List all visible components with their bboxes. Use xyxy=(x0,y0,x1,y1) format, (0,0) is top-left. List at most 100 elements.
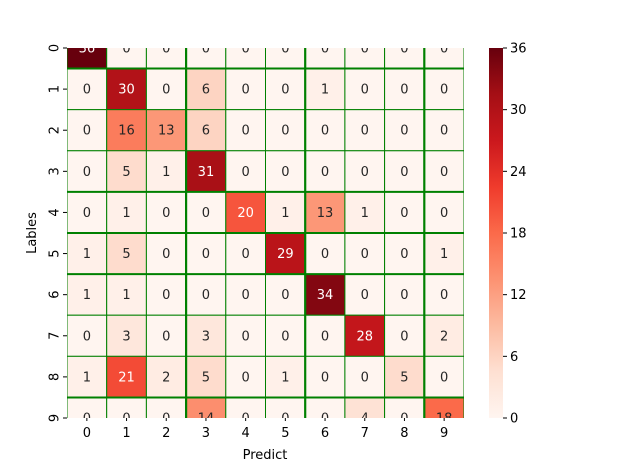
cell-value-label: 0 xyxy=(281,288,289,303)
cell-value-label: 0 xyxy=(321,247,329,262)
cell-value-label: 5 xyxy=(400,370,408,385)
heatmap-cell xyxy=(67,150,108,193)
heatmap-cell xyxy=(423,232,464,275)
cell-value-label: 1 xyxy=(83,247,91,262)
heatmap-cell xyxy=(225,191,267,234)
x-tick-label: 5 xyxy=(281,426,289,441)
cell-value-label: 21 xyxy=(118,370,135,385)
cell-value-label: 0 xyxy=(321,412,329,427)
cell-value-label: 0 xyxy=(440,206,448,221)
heatmap-cell xyxy=(344,191,386,234)
cell-value-label: 31 xyxy=(198,165,215,180)
cell-value-label: 4 xyxy=(361,412,369,427)
cell-value-label: 0 xyxy=(361,124,369,139)
heatmap-cell xyxy=(423,355,464,398)
heatmap-cell xyxy=(225,314,267,357)
cell-value-label: 0 xyxy=(242,370,250,385)
cell-value-label: 2 xyxy=(440,329,448,344)
cell-value-label: 36 xyxy=(79,42,96,57)
cell-value-label: 0 xyxy=(83,165,91,180)
cell-value-label: 0 xyxy=(361,42,369,57)
heatmap-cell xyxy=(225,150,267,193)
colorbar-tick-label: 6 xyxy=(510,350,518,365)
cell-value-label: 0 xyxy=(202,288,210,303)
cell-value-label: 0 xyxy=(83,124,91,139)
x-axis-label: Predict xyxy=(243,448,288,463)
heatmap-cell xyxy=(106,273,147,316)
y-tick-label: 7 xyxy=(48,332,63,340)
colorbar-tick-label: 12 xyxy=(510,288,527,303)
heatmap-cell xyxy=(145,109,187,152)
cell-value-label: 34 xyxy=(317,288,334,303)
cell-value-label: 0 xyxy=(440,370,448,385)
colorbar xyxy=(489,48,503,418)
cell-value-label: 0 xyxy=(242,124,250,139)
cell-value-label: 0 xyxy=(281,329,289,344)
y-tick-label: 1 xyxy=(48,85,63,93)
y-tick-label: 6 xyxy=(48,291,63,299)
heatmap-cell xyxy=(67,109,108,152)
heatmap-cell xyxy=(384,109,425,152)
cell-value-label: 0 xyxy=(122,412,130,427)
heatmap-cell xyxy=(304,150,346,193)
cell-value-label: 0 xyxy=(361,247,369,262)
y-axis-label: Lables xyxy=(25,212,40,254)
heatmap-cell xyxy=(185,355,227,398)
cell-value-label: 3 xyxy=(122,329,130,344)
x-tick-label: 6 xyxy=(321,426,329,441)
cell-value-label: 0 xyxy=(122,42,130,57)
y-axis-ticks: 0 1 2 3 4 5 6 7 8 9 xyxy=(48,44,67,422)
cell-value-label: 16 xyxy=(118,124,135,139)
heatmap-cell xyxy=(384,355,425,398)
x-axis-ticks: 0 1 2 3 4 5 6 7 8 9 xyxy=(83,418,448,441)
cell-value-label: 0 xyxy=(242,247,250,262)
cell-value-label: 13 xyxy=(158,124,175,139)
cell-value-label: 0 xyxy=(162,83,170,98)
colorbar-tick-label: 30 xyxy=(510,103,527,118)
cell-value-label: 2 xyxy=(162,370,170,385)
colorbar-tick-label: 0 xyxy=(510,412,518,427)
cell-value-label: 0 xyxy=(83,412,91,427)
cell-value-label: 0 xyxy=(361,83,369,98)
cell-value-label: 3 xyxy=(202,329,210,344)
cell-value-label: 1 xyxy=(83,288,91,303)
cell-value-label: 0 xyxy=(242,288,250,303)
cell-value-label: 0 xyxy=(281,412,289,427)
colorbar-tick-label: 24 xyxy=(510,165,527,180)
x-tick-label: 9 xyxy=(440,426,448,441)
heatmap-cell xyxy=(106,68,147,111)
cell-value-label: 0 xyxy=(83,206,91,221)
heatmap-cell xyxy=(67,273,108,316)
cell-value-label: 0 xyxy=(321,165,329,180)
cell-value-label: 0 xyxy=(242,412,250,427)
heatmap-cell xyxy=(67,355,108,398)
heatmap-cell xyxy=(185,314,227,357)
heatmap-cell xyxy=(145,355,187,398)
heatmap-cell xyxy=(384,314,425,357)
heatmap-cell xyxy=(423,68,464,111)
cell-value-label: 0 xyxy=(162,412,170,427)
cell-value-label: 0 xyxy=(162,329,170,344)
heatmap-cell xyxy=(106,314,147,357)
x-tick-label: 2 xyxy=(162,426,170,441)
heatmap-cell xyxy=(423,314,464,357)
cell-value-label: 1 xyxy=(321,83,329,98)
cell-value-label: 0 xyxy=(400,329,408,344)
heatmap-cell xyxy=(384,150,425,193)
cell-value-label: 0 xyxy=(440,83,448,98)
cell-value-label: 0 xyxy=(440,124,448,139)
cell-value-label: 0 xyxy=(162,206,170,221)
cell-value-label: 0 xyxy=(361,288,369,303)
cell-value-label: 0 xyxy=(162,247,170,262)
heatmap-cell xyxy=(423,109,464,152)
colorbar-ticks: 0 6 12 18 24 30 36 xyxy=(503,42,527,427)
cell-value-label: 0 xyxy=(440,288,448,303)
heatmap-cell xyxy=(265,109,306,152)
cell-value-label: 5 xyxy=(122,165,130,180)
cell-value-label: 0 xyxy=(440,165,448,180)
cell-value-label: 1 xyxy=(122,206,130,221)
heatmap-cell xyxy=(344,355,386,398)
cell-value-label: 1 xyxy=(281,206,289,221)
y-tick-label: 0 xyxy=(48,44,63,52)
